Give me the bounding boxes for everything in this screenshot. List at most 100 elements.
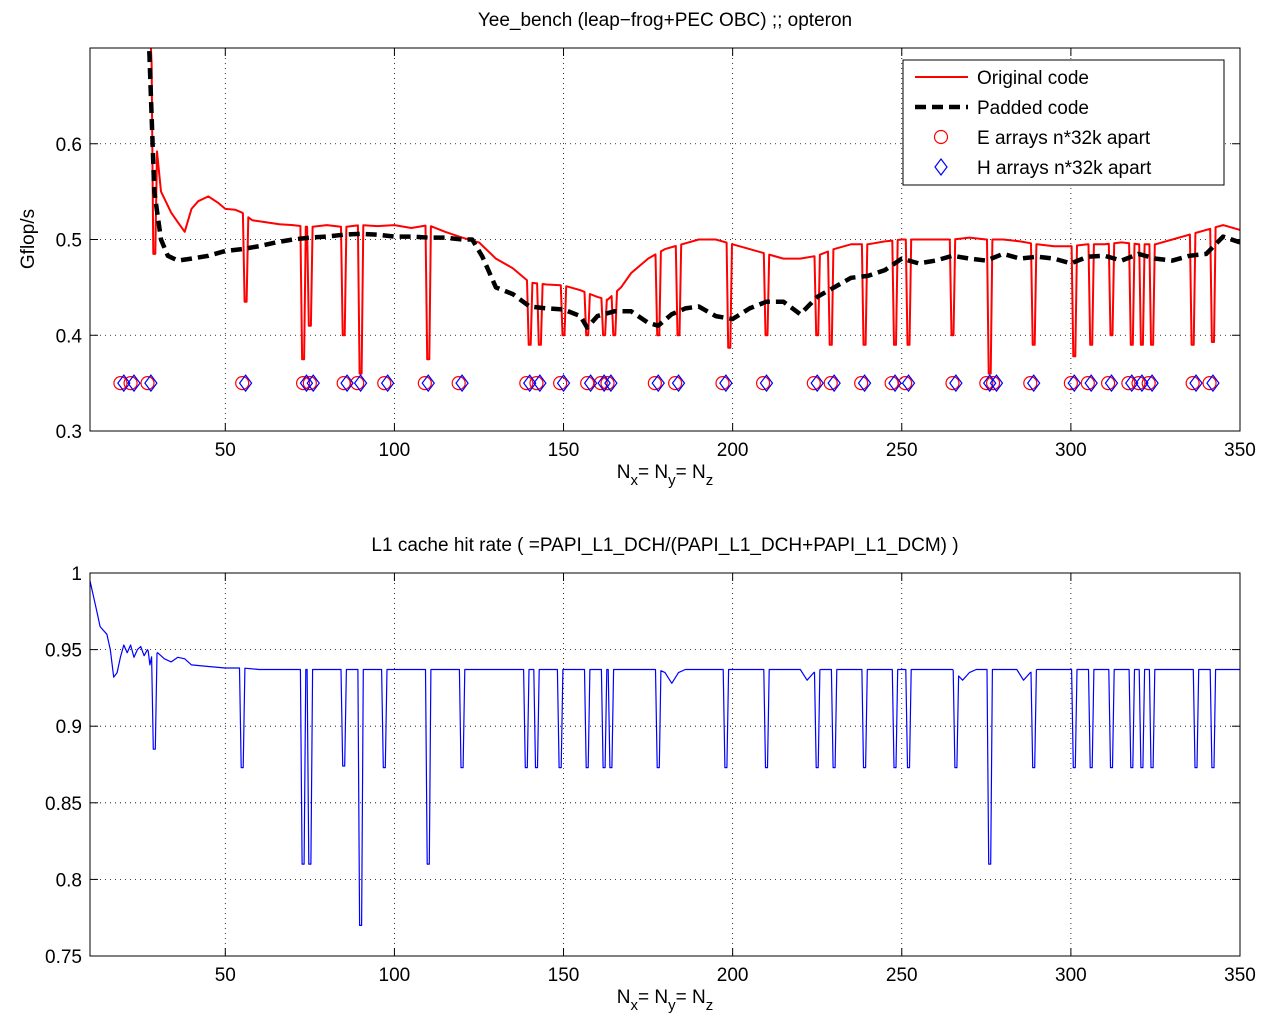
- marker-point: [417, 376, 432, 391]
- marker-point: [113, 376, 128, 391]
- marker-point: [519, 376, 534, 391]
- marker-point: [823, 376, 838, 391]
- marker-point: [529, 376, 544, 391]
- legend-box: [902, 59, 1225, 186]
- marker-point: [117, 374, 131, 393]
- legend-label: E arrays n*32k apart: [977, 128, 1151, 149]
- marker-point: [302, 376, 317, 391]
- marker-point: [979, 376, 994, 391]
- x-tick-label: 100: [379, 965, 411, 986]
- marker-point: [340, 374, 354, 393]
- grid: [90, 573, 1240, 956]
- marker-point: [1080, 376, 1095, 391]
- marker-point: [306, 374, 320, 393]
- marker-point: [299, 374, 314, 393]
- marker-point: [380, 374, 395, 393]
- marker-point: [377, 376, 392, 391]
- x-tick-label: 150: [548, 965, 580, 986]
- chart-title: Yee_bench (leap−frog+PEC OBC) ;; opteron: [478, 10, 852, 31]
- series-padded-code: [146, 48, 1240, 330]
- legend-label: H arrays n*32k apart: [977, 158, 1152, 179]
- legend-label: Padded code: [977, 98, 1089, 119]
- x-axis-label-text: Nx= Ny= Nz: [617, 987, 713, 1014]
- legend-label: Original code: [977, 68, 1089, 89]
- marker-point: [1084, 374, 1098, 393]
- y-tick-label: 0.4: [56, 326, 83, 347]
- marker-point: [668, 376, 683, 391]
- marker-point: [350, 376, 365, 391]
- marker-point: [1100, 376, 1116, 391]
- marker-point: [1063, 376, 1078, 391]
- marker-point: [884, 376, 899, 391]
- marker-point: [898, 376, 913, 391]
- marker-point: [604, 374, 618, 393]
- marker-point: [1121, 376, 1136, 391]
- series-line: [149, 48, 1240, 375]
- x-tick-label: 200: [717, 440, 749, 461]
- marker-point: [827, 374, 841, 393]
- y-tick-label: 0.6: [56, 135, 82, 156]
- marker-point: [600, 376, 615, 391]
- y-tick-label: 0.95: [45, 641, 82, 662]
- legend: Original code Padded code E arrays n*32k a…: [902, 59, 1225, 186]
- x-axis-label: Nx= Ny= Nz: [617, 987, 713, 1014]
- series-original-code: [149, 48, 1240, 375]
- series-group: [113, 48, 1240, 393]
- marker-point: [1185, 376, 1200, 391]
- marker-point: [985, 376, 1001, 391]
- marker-point: [901, 374, 916, 393]
- marker-point: [810, 374, 824, 393]
- marker-point: [719, 374, 733, 393]
- series-e-arrays-n-32k-apart: [113, 376, 1217, 391]
- legend-swatch: [933, 129, 949, 145]
- ticks: 50 100 150 200 250 300 350 0.3 0.4 0.5 0.6: [56, 48, 1256, 461]
- marker-point: [715, 376, 730, 391]
- y-axis-label: Gflop/s: [18, 209, 39, 269]
- marker-point: [1125, 374, 1139, 393]
- x-tick-label: 300: [1055, 965, 1087, 986]
- x-tick-label: 350: [1224, 965, 1256, 986]
- marker-point: [1104, 374, 1119, 393]
- y-tick-label: 1: [71, 564, 82, 585]
- marker-point: [755, 376, 771, 391]
- marker-point: [1202, 376, 1217, 391]
- marker-point: [583, 374, 598, 393]
- marker-point: [1067, 374, 1082, 393]
- marker-point: [522, 374, 537, 393]
- marker-point: [336, 376, 351, 391]
- y-tick-label: 0.5: [56, 231, 82, 252]
- marker-point: [127, 374, 141, 393]
- marker-point: [888, 374, 902, 393]
- marker-point: [982, 374, 997, 393]
- chart-gflops: Yee_bench (leap−frog+PEC OBC) ;; opteron…: [18, 10, 1256, 489]
- marker-point: [455, 374, 469, 393]
- x-tick-label: 100: [379, 440, 411, 461]
- marker-point: [597, 374, 611, 393]
- marker-point: [533, 374, 547, 393]
- marker-point: [235, 376, 250, 391]
- marker-point: [1026, 374, 1041, 393]
- x-tick-label: 350: [1224, 440, 1256, 461]
- series-line: [90, 580, 1240, 926]
- marker-point: [857, 374, 872, 393]
- series-line: [146, 48, 1240, 330]
- marker-point: [123, 376, 138, 391]
- marker-point: [295, 376, 311, 391]
- y-tick-label: 0.3: [56, 422, 82, 443]
- series-h-arrays-n-32k-apart: [117, 374, 1220, 393]
- marker-point: [353, 374, 368, 393]
- x-tick-label: 200: [717, 965, 749, 986]
- marker-point: [580, 376, 595, 391]
- marker-point: [671, 374, 686, 393]
- y-tick-label: 0.85: [45, 794, 82, 815]
- marker-point: [945, 376, 960, 391]
- marker-point: [556, 374, 571, 393]
- marker-point: [140, 376, 155, 391]
- x-tick-label: 50: [215, 965, 236, 986]
- legend-swatch: [934, 158, 948, 176]
- ticks: 50 100 150 200 250 300 350 0.75 0.8 0.85 0.9 0.95 1: [45, 564, 1256, 986]
- marker-point: [647, 376, 662, 391]
- x-tick-label: 250: [886, 965, 918, 986]
- marker-point: [1206, 374, 1220, 393]
